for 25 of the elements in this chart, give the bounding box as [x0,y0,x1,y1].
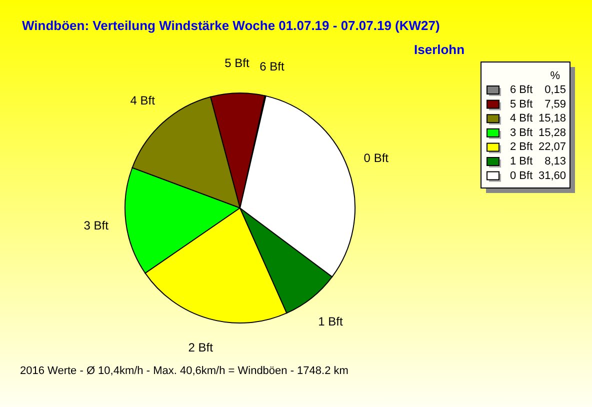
legend-label: 1 Bft [510,156,533,168]
data-label: 15,18 [538,112,566,125]
legend-label: 6 Bft [510,84,533,96]
legend-label: 3 Bft [510,126,533,139]
data-label: 8,13 [544,156,566,168]
legend-title: % [550,70,560,82]
slice-label: 1 Bft [318,314,344,328]
text: 2016 Werte - Ø 10,4km/h - Max. 40,6km/h = Windböen - 1748.2 km [20,365,348,377]
data-label: 15,28 [538,126,566,139]
data-label: 7,59 [544,98,566,110]
slice-label: 4 Bft [130,94,156,108]
chart-title: Windböen: Verteilung Windstärke Woche 01.07.19 - 07.07.19 (KW27) [22,18,440,33]
slice-label: 6 Bft [260,60,285,74]
slice-label: 0 Bft [364,151,390,166]
slice-label: 2 Bft [188,340,214,355]
legend-label: 2 Bft [510,141,533,154]
data-label: 22,07 [538,141,566,154]
legend-label: 0 Bft [510,170,533,182]
slice-label: 5 Bft [224,56,250,70]
chart-subtitle: Iserlohn [414,42,465,57]
slice-label: 3 Bft [84,218,110,233]
legend-label: 5 Bft [510,98,533,110]
legend-label: 4 Bft [510,112,533,125]
data-label: 0,15 [544,84,566,96]
data-label: 31,60 [538,170,566,182]
